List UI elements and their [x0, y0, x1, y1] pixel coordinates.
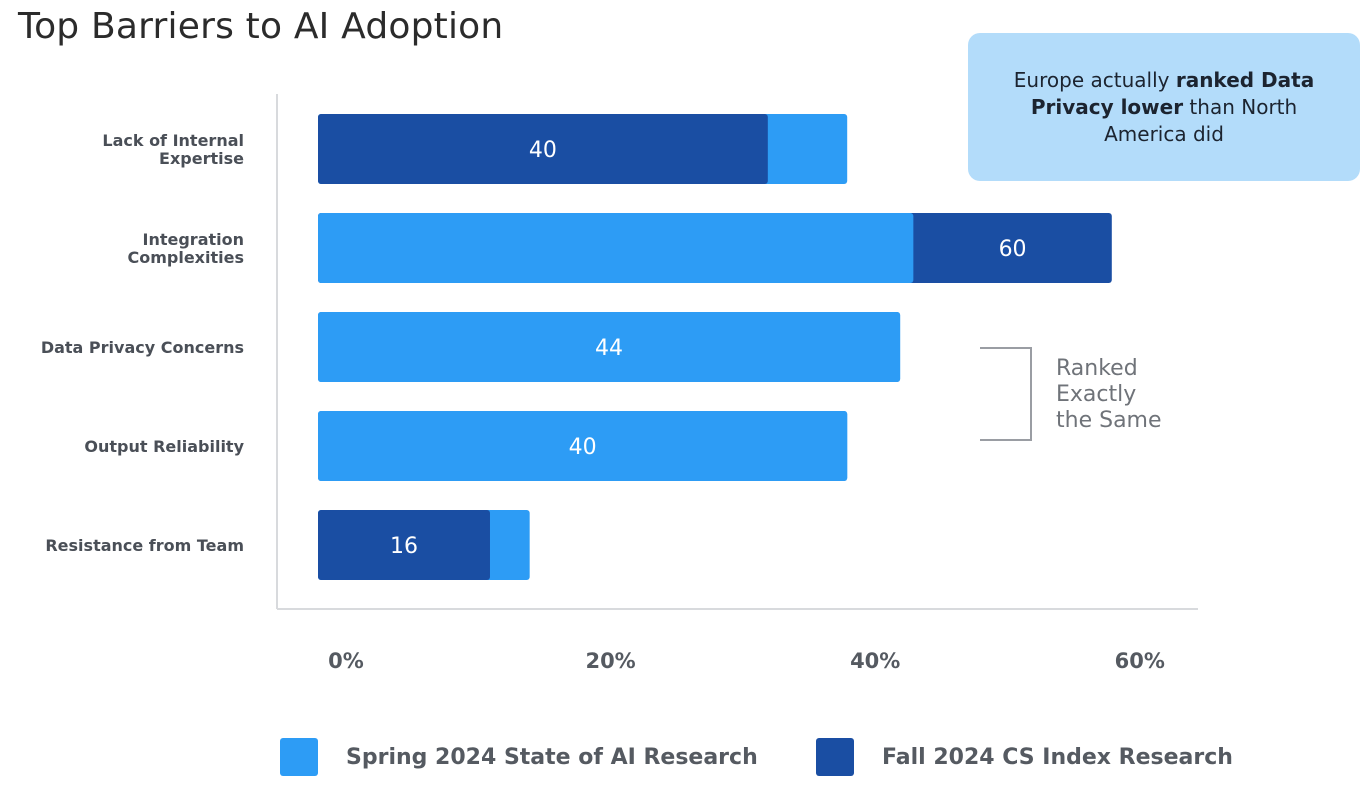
chart-title: Top Barriers to AI Adoption — [18, 6, 504, 47]
category-label: Data Privacy Concerns — [41, 338, 244, 357]
legend-item-spring: Spring 2024 State of AI Research — [280, 738, 758, 776]
callout-box: Europe actually ranked Data Privacy lowe… — [968, 33, 1360, 181]
callout-prefix: Europe actually — [1013, 68, 1176, 92]
category-label: Resistance from Team — [45, 536, 244, 555]
bar-value-label: 16 — [390, 534, 418, 559]
bar-value-label: 40 — [569, 435, 597, 460]
bar-fall — [318, 114, 768, 184]
category-label: Output Reliability — [84, 437, 244, 456]
callout-suffix: than North America did — [1104, 95, 1298, 146]
x-tick-label: 20% — [585, 649, 635, 673]
x-tick-label: 0% — [328, 649, 364, 673]
bar-spring — [318, 213, 914, 283]
bar-fall — [318, 312, 901, 382]
legend-swatch-spring — [280, 738, 318, 776]
x-tick-label: 60% — [1115, 649, 1165, 673]
bar-fall — [318, 411, 848, 481]
callout-bold: ranked Data Privacy lower — [1030, 68, 1315, 119]
bracket-note: Ranked Exactly the Same — [1056, 356, 1162, 433]
category-label: Lack of Internal Expertise — [102, 131, 244, 168]
category-label: Integration Complexities — [127, 230, 244, 267]
legend-swatch-fall — [816, 738, 854, 776]
legend-label-spring: Spring 2024 State of AI Research — [346, 744, 758, 770]
bar-chart: 0% 20% 40% 60% 40 Lack of Internal Expertise 60… — [41, 94, 1198, 673]
ranking-bracket — [980, 347, 1032, 441]
legend-item-fall: Fall 2024 CS Index Research — [816, 738, 1233, 776]
bar-value-label: 44 — [595, 336, 623, 361]
bar-value-label: 40 — [529, 138, 557, 163]
bar-value-label: 60 — [999, 237, 1027, 262]
legend: Spring 2024 State of AI Research Fall 20… — [0, 738, 1372, 778]
bar-fall — [318, 510, 490, 580]
legend-label-fall: Fall 2024 CS Index Research — [882, 744, 1233, 770]
x-tick-label: 40% — [850, 649, 900, 673]
